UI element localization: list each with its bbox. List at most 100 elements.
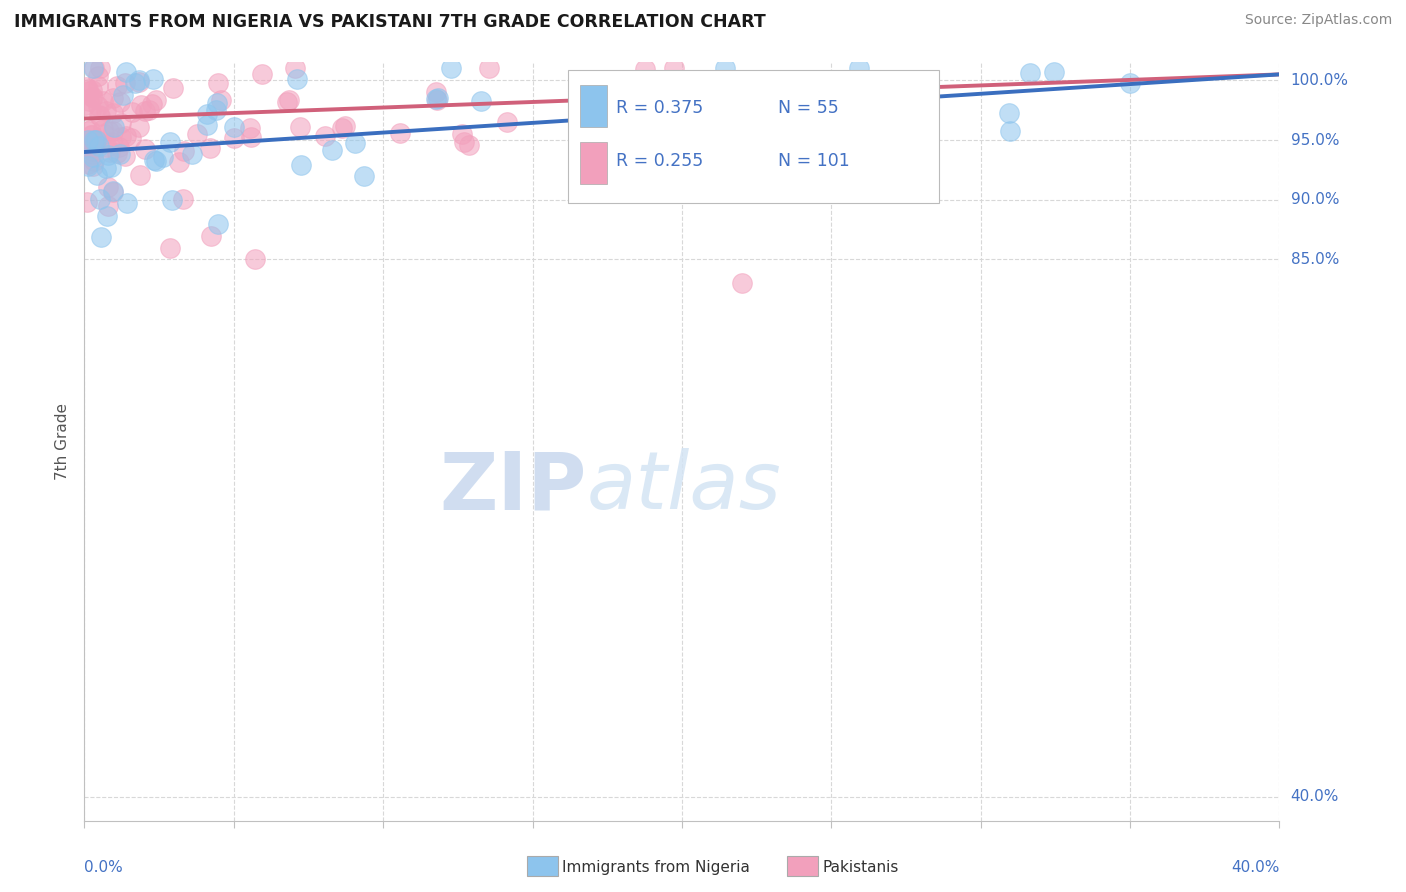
Point xyxy=(662,62,685,76)
Point xyxy=(314,128,336,143)
Point xyxy=(1119,76,1142,90)
Point xyxy=(83,154,105,169)
Point xyxy=(77,82,100,96)
Point xyxy=(75,141,97,155)
Point xyxy=(848,62,870,76)
Point xyxy=(80,103,103,118)
Point xyxy=(103,105,125,120)
Point xyxy=(167,155,190,169)
Point xyxy=(142,72,165,87)
Text: R = 0.255: R = 0.255 xyxy=(616,152,703,170)
Point xyxy=(75,98,97,112)
Text: R = 0.375: R = 0.375 xyxy=(616,99,703,117)
Bar xyxy=(581,142,606,184)
Point xyxy=(96,209,118,223)
Point xyxy=(97,180,120,194)
Point xyxy=(124,77,146,91)
Point xyxy=(205,95,228,110)
Point xyxy=(998,124,1021,138)
Text: ZIP: ZIP xyxy=(439,448,586,526)
Point xyxy=(470,95,492,109)
Point xyxy=(80,128,103,142)
Point xyxy=(205,103,228,117)
Point xyxy=(425,92,447,106)
Point xyxy=(1042,65,1064,79)
Point xyxy=(207,77,229,91)
Point xyxy=(93,122,115,136)
Point xyxy=(83,133,105,147)
Point xyxy=(105,79,128,94)
Point xyxy=(131,98,153,112)
Point xyxy=(195,107,218,121)
Point xyxy=(628,112,651,127)
Point xyxy=(160,193,183,207)
Point xyxy=(82,83,104,97)
FancyBboxPatch shape xyxy=(568,70,939,202)
Point xyxy=(209,93,232,107)
Point xyxy=(330,121,353,136)
Point xyxy=(222,131,245,145)
Point xyxy=(186,127,208,141)
Point xyxy=(89,192,111,206)
Point xyxy=(114,149,136,163)
Point xyxy=(998,106,1021,120)
Text: N = 101: N = 101 xyxy=(778,152,849,170)
Point xyxy=(128,73,150,87)
Point xyxy=(114,76,136,90)
Point xyxy=(100,160,122,174)
Point xyxy=(496,115,519,129)
Point xyxy=(101,91,124,105)
Point xyxy=(333,119,356,133)
Point xyxy=(239,130,262,145)
Point xyxy=(200,228,222,243)
Point xyxy=(76,194,98,209)
Point xyxy=(801,103,824,118)
Text: 90.0%: 90.0% xyxy=(1291,193,1339,207)
Point xyxy=(440,62,463,76)
Text: 85.0%: 85.0% xyxy=(1291,252,1339,267)
Point xyxy=(77,94,100,108)
Point xyxy=(276,95,298,110)
Bar xyxy=(581,86,606,127)
Point xyxy=(97,148,120,162)
Point xyxy=(107,139,129,153)
Point xyxy=(134,143,156,157)
Point xyxy=(152,150,174,164)
Point xyxy=(100,136,122,150)
Point xyxy=(84,133,107,147)
Point xyxy=(172,192,194,206)
Point xyxy=(110,95,132,109)
Point xyxy=(89,109,111,123)
Point xyxy=(86,168,108,182)
Point xyxy=(583,143,606,157)
Point xyxy=(827,120,849,135)
Point xyxy=(285,72,308,87)
Y-axis label: 7th Grade: 7th Grade xyxy=(55,403,70,480)
Point xyxy=(887,95,910,109)
Point xyxy=(77,132,100,146)
Point xyxy=(222,120,245,135)
Point xyxy=(128,120,150,134)
Point xyxy=(83,136,105,151)
Text: 95.0%: 95.0% xyxy=(1291,133,1339,147)
Point xyxy=(115,65,138,79)
Point xyxy=(451,127,474,141)
Point xyxy=(87,99,110,113)
Point xyxy=(120,130,142,145)
Point xyxy=(458,137,481,152)
Text: 0.0%: 0.0% xyxy=(84,860,124,874)
Point xyxy=(478,62,501,76)
Point xyxy=(87,79,110,94)
Point xyxy=(128,75,150,89)
Point xyxy=(145,93,167,107)
Point xyxy=(108,147,131,161)
Point xyxy=(284,62,307,76)
Point xyxy=(80,128,103,142)
Point xyxy=(388,126,411,140)
Point xyxy=(353,169,375,183)
Point xyxy=(76,157,98,171)
Point xyxy=(112,88,135,103)
Point xyxy=(141,97,163,112)
Point xyxy=(288,120,311,134)
Point xyxy=(731,277,754,291)
